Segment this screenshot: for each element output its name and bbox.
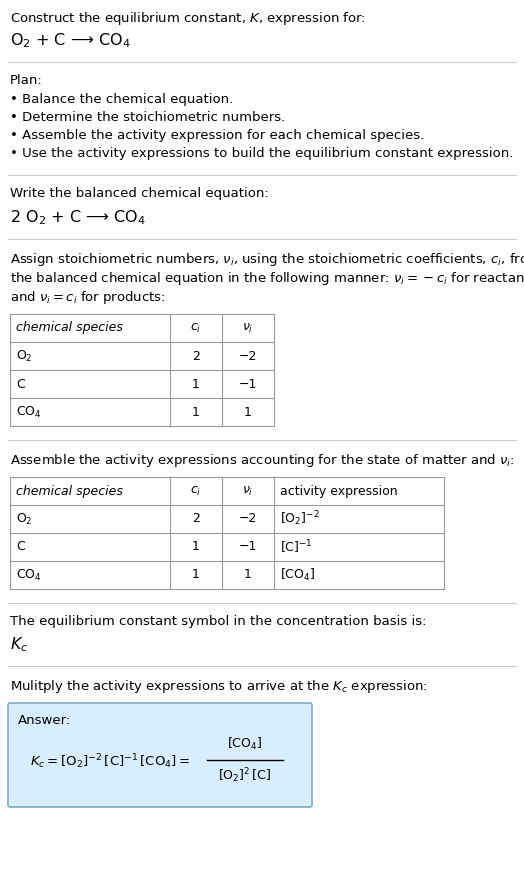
Text: $[\mathrm{C}]^{-1}$: $[\mathrm{C}]^{-1}$ <box>280 538 313 556</box>
Text: 1: 1 <box>192 378 200 390</box>
Text: Assemble the activity expressions accounting for the state of matter and $\nu_i$: Assemble the activity expressions accoun… <box>10 452 515 469</box>
Text: 1: 1 <box>244 568 252 582</box>
Text: C: C <box>16 541 25 553</box>
Text: −2: −2 <box>239 512 257 526</box>
Text: • Determine the stoichiometric numbers.: • Determine the stoichiometric numbers. <box>10 111 285 124</box>
Text: • Balance the chemical equation.: • Balance the chemical equation. <box>10 93 233 106</box>
Text: C: C <box>16 378 25 390</box>
Text: −1: −1 <box>239 541 257 553</box>
Text: $K_c = [\mathrm{O_2}]^{-2}\,[\mathrm{C}]^{-1}\,[\mathrm{CO_4}] = $: $K_c = [\mathrm{O_2}]^{-2}\,[\mathrm{C}]… <box>30 753 190 772</box>
Text: $\mathrm{O_2}$ + C ⟶ $\mathrm{CO_4}$: $\mathrm{O_2}$ + C ⟶ $\mathrm{CO_4}$ <box>10 31 130 50</box>
Text: $\mathrm{CO_4}$: $\mathrm{CO_4}$ <box>16 568 42 583</box>
Text: −1: −1 <box>239 378 257 390</box>
Text: • Use the activity expressions to build the equilibrium constant expression.: • Use the activity expressions to build … <box>10 147 514 160</box>
Text: 2: 2 <box>192 512 200 526</box>
Text: $K_c$: $K_c$ <box>10 635 28 654</box>
Text: $\mathrm{O_2}$: $\mathrm{O_2}$ <box>16 348 32 364</box>
Text: $[\mathrm{O_2}]^2\,[\mathrm{C}]$: $[\mathrm{O_2}]^2\,[\mathrm{C}]$ <box>219 766 271 785</box>
FancyBboxPatch shape <box>8 703 312 807</box>
Text: $\nu_i$: $\nu_i$ <box>242 485 254 497</box>
Text: $\mathrm{CO_4}$: $\mathrm{CO_4}$ <box>16 405 42 420</box>
Text: $c_i$: $c_i$ <box>190 322 202 334</box>
Text: the balanced chemical equation in the following manner: $\nu_i = -c_i$ for react: the balanced chemical equation in the fo… <box>10 270 524 287</box>
Text: $[\mathrm{O_2}]^{-2}$: $[\mathrm{O_2}]^{-2}$ <box>280 510 320 528</box>
Text: • Assemble the activity expression for each chemical species.: • Assemble the activity expression for e… <box>10 129 424 142</box>
Text: 1: 1 <box>192 405 200 419</box>
Text: and $\nu_i = c_i$ for products:: and $\nu_i = c_i$ for products: <box>10 289 166 306</box>
Text: chemical species: chemical species <box>16 485 123 497</box>
Text: −2: −2 <box>239 349 257 363</box>
Text: $[\mathrm{CO_4}]$: $[\mathrm{CO_4}]$ <box>280 567 315 583</box>
Text: Mulitply the activity expressions to arrive at the $K_c$ expression:: Mulitply the activity expressions to arr… <box>10 678 428 695</box>
Text: 1: 1 <box>192 541 200 553</box>
Text: The equilibrium constant symbol in the concentration basis is:: The equilibrium constant symbol in the c… <box>10 615 427 628</box>
Text: $c_i$: $c_i$ <box>190 485 202 497</box>
Text: 1: 1 <box>192 568 200 582</box>
Text: Assign stoichiometric numbers, $\nu_i$, using the stoichiometric coefficients, $: Assign stoichiometric numbers, $\nu_i$, … <box>10 251 524 268</box>
Text: 2 $\mathrm{O_2}$ + C ⟶ $\mathrm{CO_4}$: 2 $\mathrm{O_2}$ + C ⟶ $\mathrm{CO_4}$ <box>10 208 146 226</box>
Text: activity expression: activity expression <box>280 485 398 497</box>
Text: $\nu_i$: $\nu_i$ <box>242 322 254 334</box>
Text: 1: 1 <box>244 405 252 419</box>
Text: $[\mathrm{CO_4}]$: $[\mathrm{CO_4}]$ <box>227 736 263 752</box>
Text: chemical species: chemical species <box>16 322 123 334</box>
Text: Construct the equilibrium constant, $K$, expression for:: Construct the equilibrium constant, $K$,… <box>10 10 366 27</box>
Text: Write the balanced chemical equation:: Write the balanced chemical equation: <box>10 187 269 200</box>
Text: Plan:: Plan: <box>10 74 43 87</box>
Text: 2: 2 <box>192 349 200 363</box>
Text: Answer:: Answer: <box>18 715 71 727</box>
Text: $\mathrm{O_2}$: $\mathrm{O_2}$ <box>16 511 32 527</box>
